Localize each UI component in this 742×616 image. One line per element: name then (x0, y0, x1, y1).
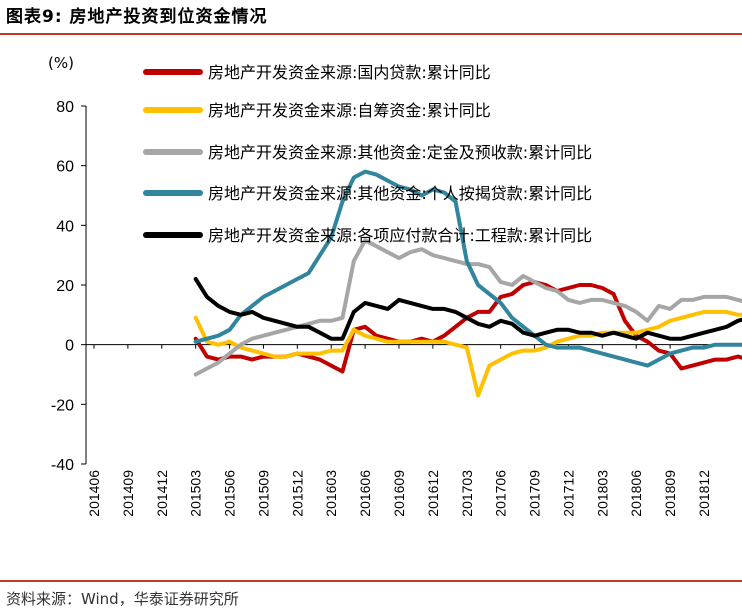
source-note: 资料来源：Wind，华泰证券研究所 (6, 590, 239, 608)
x-tick-label: 201703 (459, 470, 475, 517)
y-tick-label: 80 (56, 99, 74, 116)
series-layer (193, 169, 742, 398)
y-tick-label: 60 (56, 159, 74, 176)
y-tick-label: 40 (56, 218, 74, 235)
x-tick-label: 201512 (289, 470, 305, 517)
legend-label-5: 房地产开发资金来源:各项应付款合计:工程款:累计同比 (208, 226, 592, 245)
x-tick-label: 201412 (154, 470, 170, 517)
series-line-4 (193, 169, 742, 368)
y-tick-label: 20 (56, 278, 74, 295)
x-tick-label: 201409 (120, 470, 136, 517)
series-line-2 (193, 309, 742, 398)
x-tick-label: 201606 (357, 470, 373, 517)
x-tick-label: 201509 (255, 470, 271, 517)
x-tick-label: 201803 (594, 470, 610, 517)
series-line-3 (193, 238, 742, 377)
legend-label-2: 房地产开发资金来源:自筹资金:累计同比 (208, 101, 491, 120)
legend-label-1: 房地产开发资金来源:国内贷款:累计同比 (208, 63, 491, 82)
x-tick-label: 201612 (425, 470, 441, 517)
x-tick-label: 201809 (662, 470, 678, 517)
series-line-5 (193, 277, 742, 341)
x-tick-label: 201812 (696, 470, 712, 517)
x-tick-label: 201603 (323, 470, 339, 517)
x-tick-label: 201503 (188, 470, 204, 517)
x-tick-label: 201406 (86, 470, 102, 517)
figure-title: 图表9: 房地产投资到位资金情况 (6, 7, 268, 27)
x-tick-label: 201712 (560, 470, 576, 517)
legend-label-4: 房地产开发资金来源:其他资金:个人按揭贷款:累计同比 (208, 184, 592, 203)
y-tick-label: -20 (51, 397, 74, 414)
x-tick-label: 201709 (527, 470, 543, 517)
legend: 房地产开发资金来源:国内贷款:累计同比房地产开发资金来源:自筹资金:累计同比房地… (143, 63, 592, 245)
y-tick-label: -40 (51, 457, 74, 474)
legend-label-3: 房地产开发资金来源:其他资金:定金及预收款:累计同比 (208, 143, 592, 162)
line-chart: (%) -40 -20 0 20 40 60 80 201406 201409 201412 201… (48, 54, 742, 517)
top-rule (0, 33, 742, 35)
axes-layer: -40 -20 0 20 40 60 80 201406 201409 201412 201503 2… (51, 99, 712, 517)
y-unit-label: (%) (48, 54, 74, 72)
x-tick-label: 201706 (493, 470, 509, 517)
y-tick-label: 0 (65, 338, 74, 355)
x-tick-label: 201806 (628, 470, 644, 517)
bottom-rule (0, 580, 742, 582)
x-tick-label: 201609 (391, 470, 407, 517)
x-tick-label: 201506 (222, 470, 238, 517)
